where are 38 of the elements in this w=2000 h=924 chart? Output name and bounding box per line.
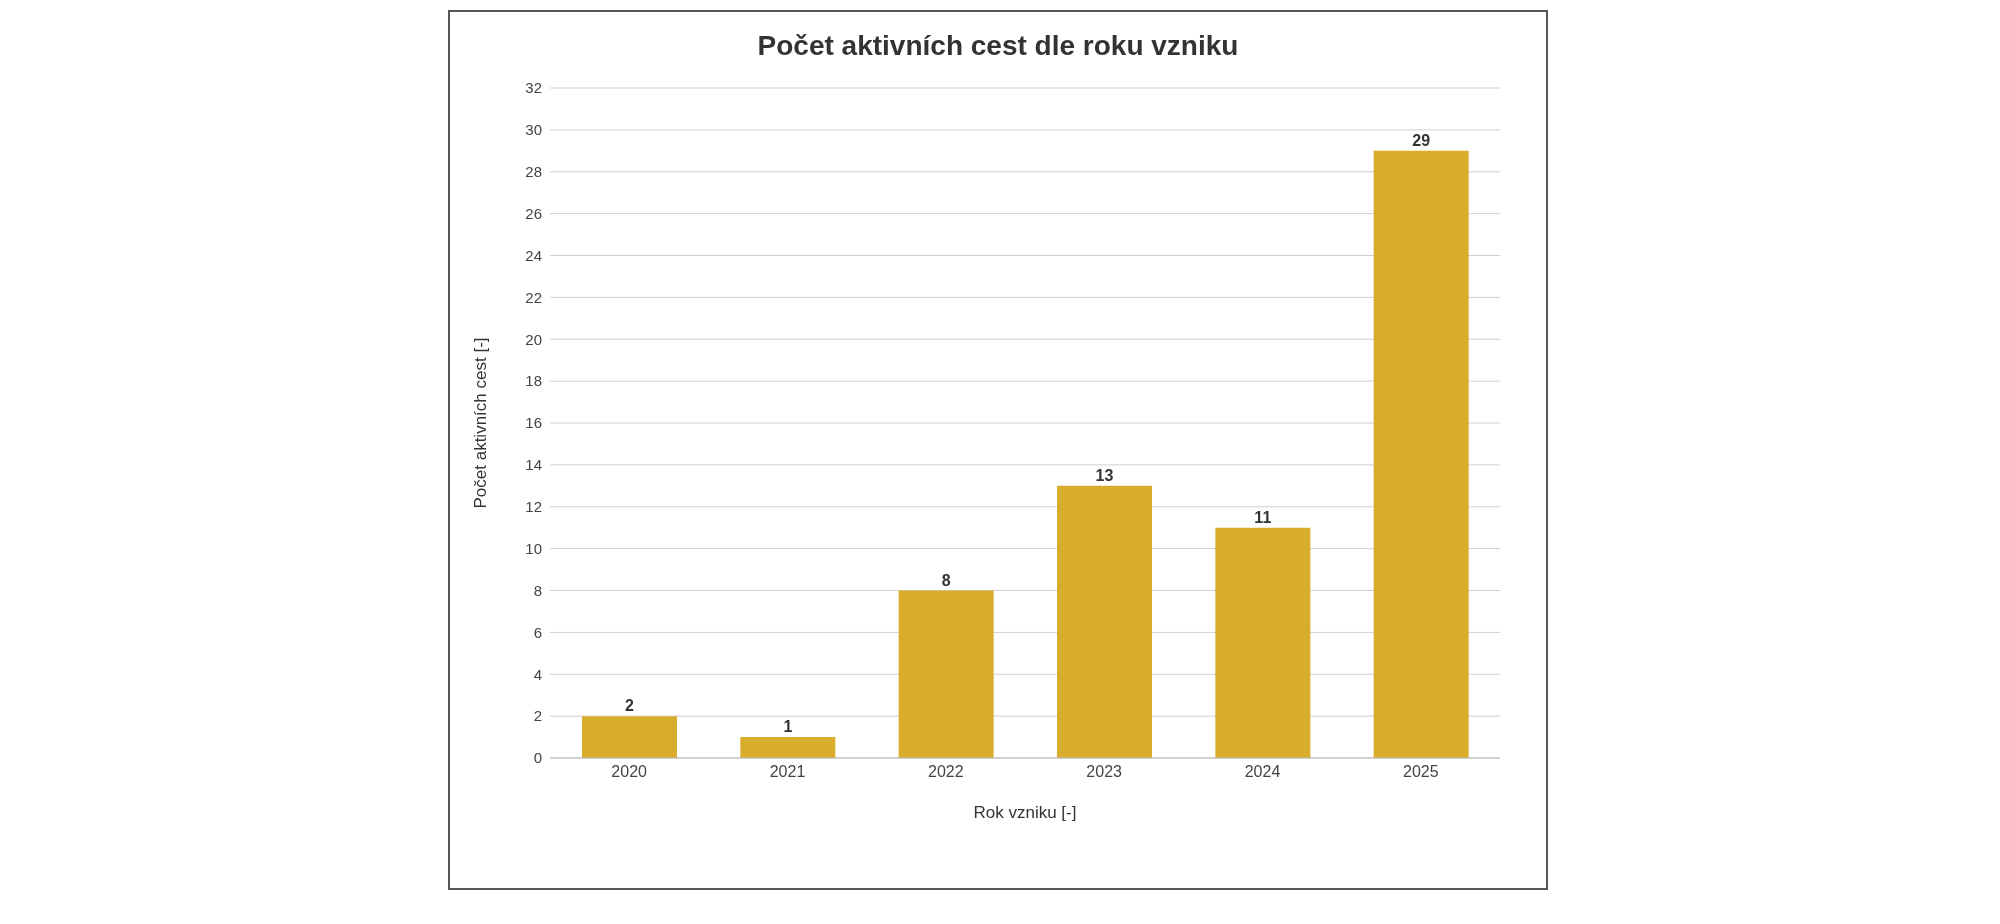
x-tick-label: 2021: [769, 763, 806, 781]
data-label: 8: [941, 571, 951, 589]
y-tick-label: 16: [525, 414, 542, 432]
data-label: 1: [783, 718, 793, 736]
y-tick-label: 0: [533, 749, 542, 767]
y-tick-label: 32: [525, 79, 542, 97]
chart-title: Počet aktivních cest dle roku vzniku: [756, 29, 1240, 63]
x-tick-label: 2023: [1086, 763, 1123, 781]
y-tick-label: 30: [525, 121, 542, 139]
data-label: 11: [1254, 508, 1272, 526]
x-tick-label: 2024: [1244, 763, 1281, 781]
y-tick-label: 28: [525, 163, 542, 181]
y-tick-label: 8: [533, 581, 542, 599]
data-label: 29: [1412, 131, 1431, 149]
y-tick-label: 26: [525, 204, 542, 222]
x-tick-label: 2022: [928, 763, 964, 781]
y-tick-label: 6: [533, 623, 542, 641]
y-axis-title: Počet aktivních cest [-]: [471, 337, 491, 509]
x-axis-title: Rok vzniku [-]: [973, 803, 1077, 822]
x-tick-label: 2025: [1403, 763, 1439, 781]
y-tick-label: 22: [525, 288, 542, 306]
bar: [1373, 150, 1469, 758]
x-tick-label: 2020: [611, 763, 648, 781]
bar: [898, 590, 994, 758]
bar: [1057, 485, 1152, 758]
y-tick-label: 14: [525, 456, 542, 474]
bar: [582, 716, 677, 758]
y-tick-label: 18: [525, 372, 542, 390]
y-tick-label: 2: [533, 707, 542, 725]
data-label: 2: [625, 697, 635, 715]
data-label: 13: [1095, 466, 1114, 484]
y-tick-label: 4: [533, 665, 542, 683]
y-tick-label: 20: [525, 330, 542, 348]
bar: [1215, 527, 1311, 758]
y-tick-label: 10: [525, 539, 542, 557]
bar: [740, 737, 836, 758]
y-tick-label: 24: [525, 246, 542, 264]
y-tick-label: 12: [525, 498, 542, 516]
